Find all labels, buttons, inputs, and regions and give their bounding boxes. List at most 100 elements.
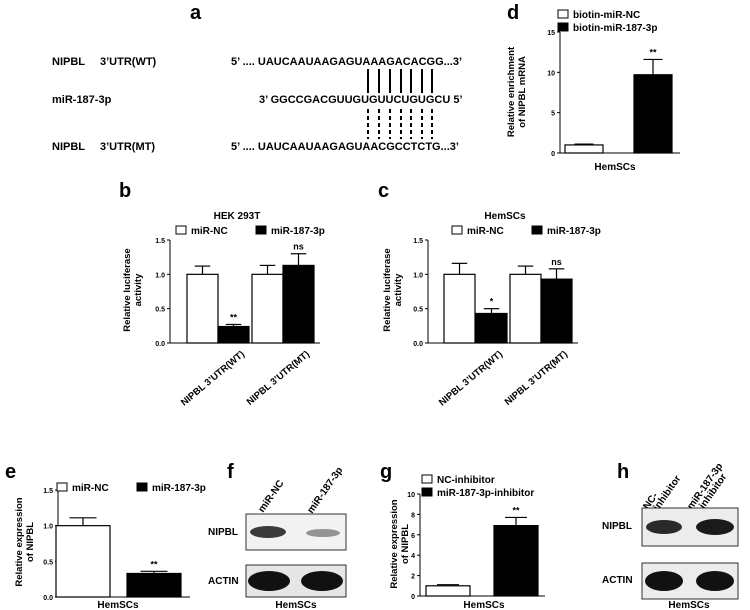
- e-ytick-label-0: 0.0: [43, 595, 53, 602]
- chart-b: HEK 293T 0.0 0.5 1.0 1.5 Relative luciferase a…: [122, 211, 325, 408]
- blot-h-band-nipbl-1: [646, 520, 682, 534]
- d-legend-label-1: biotin-miR-187-3p: [573, 23, 657, 34]
- c-ytick-label-0: 0.0: [413, 341, 423, 348]
- blot-f-band-nipbl-2: [306, 529, 340, 537]
- d-xlabel: HemSCs: [594, 162, 636, 173]
- g-ytick-label-1: 2: [411, 574, 415, 581]
- c-ytick-label-3: 1.5: [413, 238, 423, 245]
- panel-f-blot: miR-NC miR-187-3p NIPBL ACTIN HemSCs: [208, 465, 347, 610]
- c-ytick-label-1: 0.5: [413, 307, 423, 314]
- c-ylabel-1: activity: [393, 273, 404, 306]
- b-bar-1-0: [251, 273, 284, 344]
- c-title: HemSCs: [484, 211, 526, 222]
- b-title: HEK 293T: [214, 211, 261, 222]
- blot-h-row-label-actin: ACTIN: [602, 575, 633, 586]
- blot-f-lane-label-1: miR-NC: [256, 478, 286, 514]
- d-legend-swatch-1: [557, 22, 569, 32]
- base-pair-lines: [367, 69, 433, 139]
- g-legend-label-1: miR-187-3p-inhibitor: [437, 488, 534, 499]
- blot-f-band-nipbl-1: [250, 526, 286, 538]
- g-ylabel-0: Relative expression: [389, 499, 400, 588]
- g-legend-label-0: NC-inhibitor: [437, 475, 495, 486]
- mt-utr-kind: 3’UTR(MT): [100, 141, 155, 153]
- d-ytick-label-3: 15: [547, 30, 555, 37]
- b-ylabel-0: Relative luciferase: [122, 248, 133, 331]
- g-ytick-label-2: 4: [411, 553, 415, 560]
- b-ylabel-1: activity: [133, 273, 144, 306]
- e-annotation-0: **: [150, 559, 158, 569]
- blot-f-band-actin-1: [248, 571, 290, 591]
- b-xtick-label-0: NIPBL 3’UTR(WT): [179, 349, 247, 409]
- wt-sequence: 5’ .... UAUCAAUAAGAGUAAAGACACGG...3’: [231, 56, 462, 68]
- d-legend-swatch-0: [557, 9, 569, 19]
- blot-h-band-nipbl-2: [696, 519, 734, 535]
- b-legend-swatch-1: [255, 225, 267, 235]
- e-legend-swatch-0: [56, 482, 68, 492]
- g-xlabel: HemSCs: [463, 600, 505, 610]
- b-legend-label-1: miR-187-3p: [271, 226, 325, 237]
- blot-f-caption: HemSCs: [275, 600, 317, 610]
- c-annotation-0: *: [490, 297, 494, 307]
- d-ylabel-1: of NIPBL mRNA: [517, 56, 528, 128]
- c-xtick-label-1: NIPBL 3’UTR(MT): [503, 349, 570, 408]
- mirna-sequence: 3’ GGCCGACGUUGUGUUCUGUGCU 5’: [259, 94, 463, 106]
- b-ytick-label-0: 0.0: [155, 341, 165, 348]
- b-ytick-label-2: 1.0: [155, 272, 165, 279]
- g-ytick-label-5: 10: [407, 492, 415, 499]
- panel-letter-g: g: [380, 461, 392, 483]
- e-ytick-label-1: 0.5: [43, 559, 53, 566]
- chart-g: 0 2 4 6 8 10 Relative expression of NIPBL ** HemS…: [389, 474, 545, 610]
- c-legend-label-0: miR-NC: [467, 226, 504, 237]
- blot-h-row-label-nipbl: NIPBL: [602, 521, 632, 532]
- blot-f-lane-label-2: miR-187-3p: [305, 465, 345, 515]
- e-ylabel-0: Relative expression: [14, 497, 25, 586]
- mt-sequence: 5’ .... UAUCAAUAAGAGUAACGCCTCTG...3’: [231, 141, 459, 153]
- g-bar-0-0: [425, 585, 471, 597]
- e-ytick-label-2: 1.0: [43, 524, 53, 531]
- e-legend-label-1: miR-187-3p: [152, 483, 206, 494]
- g-ytick-label-4: 8: [411, 512, 415, 519]
- g-legend-swatch-0: [421, 474, 433, 484]
- panel-letter-f: f: [227, 461, 234, 483]
- d-annotation-0: **: [649, 47, 657, 57]
- e-xlabel: HemSCs: [97, 600, 139, 610]
- wt-utr-kind: 3’UTR(WT): [100, 56, 157, 68]
- blot-f-band-actin-2: [301, 571, 343, 591]
- g-legend-swatch-1: [421, 487, 433, 497]
- blot-h-band-actin-1: [645, 571, 683, 591]
- d-bar-1-1: [633, 74, 673, 154]
- e-ytick-label-3: 1.5: [43, 488, 53, 495]
- g-ytick-label-3: 6: [411, 533, 415, 540]
- d-ylabel-0: Relative enrichment: [506, 46, 517, 137]
- c-xtick-label-0: NIPBL 3’UTR(WT): [437, 349, 505, 409]
- blot-h-band-actin-2: [696, 571, 734, 591]
- blot-h-caption: HemSCs: [668, 600, 710, 610]
- c-bar-0-0: [443, 273, 476, 344]
- b-bar-0-1: [217, 325, 250, 344]
- chart-c: HemSCs 0.0 0.5 1.0 1.5 Relative luciferase act…: [382, 211, 601, 408]
- panel-letter-c: c: [378, 180, 389, 202]
- e-bar-0-0: [55, 525, 111, 598]
- blot-f-row-label-actin: ACTIN: [208, 576, 239, 587]
- panel-letter-a: a: [190, 2, 202, 24]
- b-annotation-0: **: [230, 312, 238, 322]
- c-bar-1-0: [509, 273, 542, 344]
- panel-letter-h: h: [617, 461, 629, 483]
- chart-d: 0 5 10 15 Relative enrichment of NIPBL mRNA **…: [506, 9, 680, 173]
- panel-a: a NIPBL 3’UTR(WT) 5’ .... UAUCAAUAAGAGUA…: [52, 2, 463, 153]
- chart-e: 0.0 0.5 1.0 1.5 Relative expression of NIPBL *…: [14, 482, 206, 610]
- g-bar-1-1: [493, 525, 539, 597]
- c-bar-0-1: [475, 312, 508, 344]
- e-ylabel-1: of NIPBL: [25, 522, 36, 562]
- c-legend-label-1: miR-187-3p: [547, 226, 601, 237]
- g-ytick-label-0: 0: [411, 594, 415, 601]
- d-ytick-label-2: 10: [547, 70, 555, 77]
- c-legend-swatch-0: [451, 225, 463, 235]
- wt-gene-name: NIPBL: [52, 56, 85, 68]
- panel-h-blot: NC- inhibitor miR-187-3p -inhibitor NIPB…: [602, 461, 739, 610]
- d-legend-label-0: biotin-miR-NC: [573, 10, 640, 21]
- b-annotation-1: ns: [293, 242, 304, 252]
- blot-h-lane-label-1b: inhibitor: [651, 474, 683, 513]
- c-annotation-1: ns: [551, 257, 562, 267]
- mt-gene-name: NIPBL: [52, 141, 85, 153]
